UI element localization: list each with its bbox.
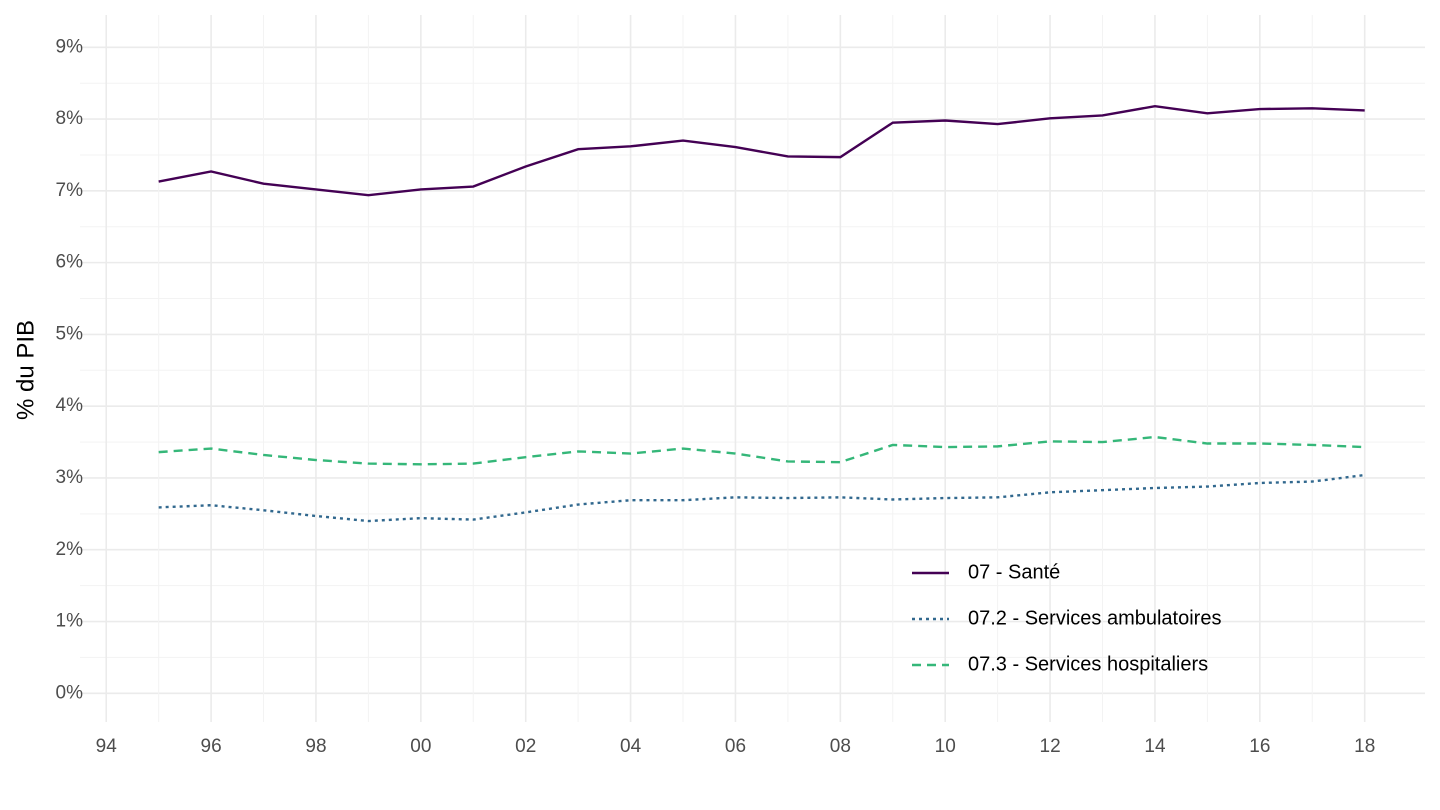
x-tick-label: 98 — [305, 736, 326, 757]
x-tick-label: 14 — [1144, 736, 1166, 757]
y-tick-label: 0% — [56, 682, 84, 703]
grid — [80, 15, 1425, 722]
series-line — [158, 104, 1365, 197]
y-tick-label: 4% — [56, 395, 84, 416]
x-tick-label: 10 — [935, 736, 956, 757]
series-line — [158, 435, 1365, 466]
y-tick-label: 1% — [56, 611, 84, 632]
x-tick-label: 16 — [1249, 736, 1270, 757]
y-tick-label: 8% — [56, 108, 84, 129]
x-tick-label: 02 — [515, 736, 536, 757]
x-tick-label: 96 — [201, 736, 222, 757]
y-tick-label: 5% — [56, 323, 84, 344]
x-tick-label: 12 — [1040, 736, 1061, 757]
y-axis-label: % du PIB — [12, 320, 39, 420]
y-tick-label: 7% — [56, 180, 84, 201]
x-tick-label: 94 — [96, 736, 118, 757]
legend-label: 07.3 - Services hospitaliers — [968, 653, 1208, 675]
legend-label: 07 - Santé — [968, 561, 1060, 583]
x-tick-label: 08 — [830, 736, 851, 757]
x-tick-label: 06 — [725, 736, 746, 757]
x-tick-label: 04 — [620, 736, 642, 757]
y-tick-label: 9% — [56, 36, 84, 57]
legend: 07 - Santé 07.2 - Services ambulatoires 07… — [912, 561, 1221, 675]
x-tick-label: 18 — [1354, 736, 1375, 757]
x-tick-label: 00 — [410, 736, 431, 757]
y-tick-label: 2% — [56, 539, 84, 560]
y-tick-label: 6% — [56, 252, 84, 273]
y-tick-label: 3% — [56, 467, 84, 488]
legend-label: 07.2 - Services ambulatoires — [968, 607, 1221, 629]
